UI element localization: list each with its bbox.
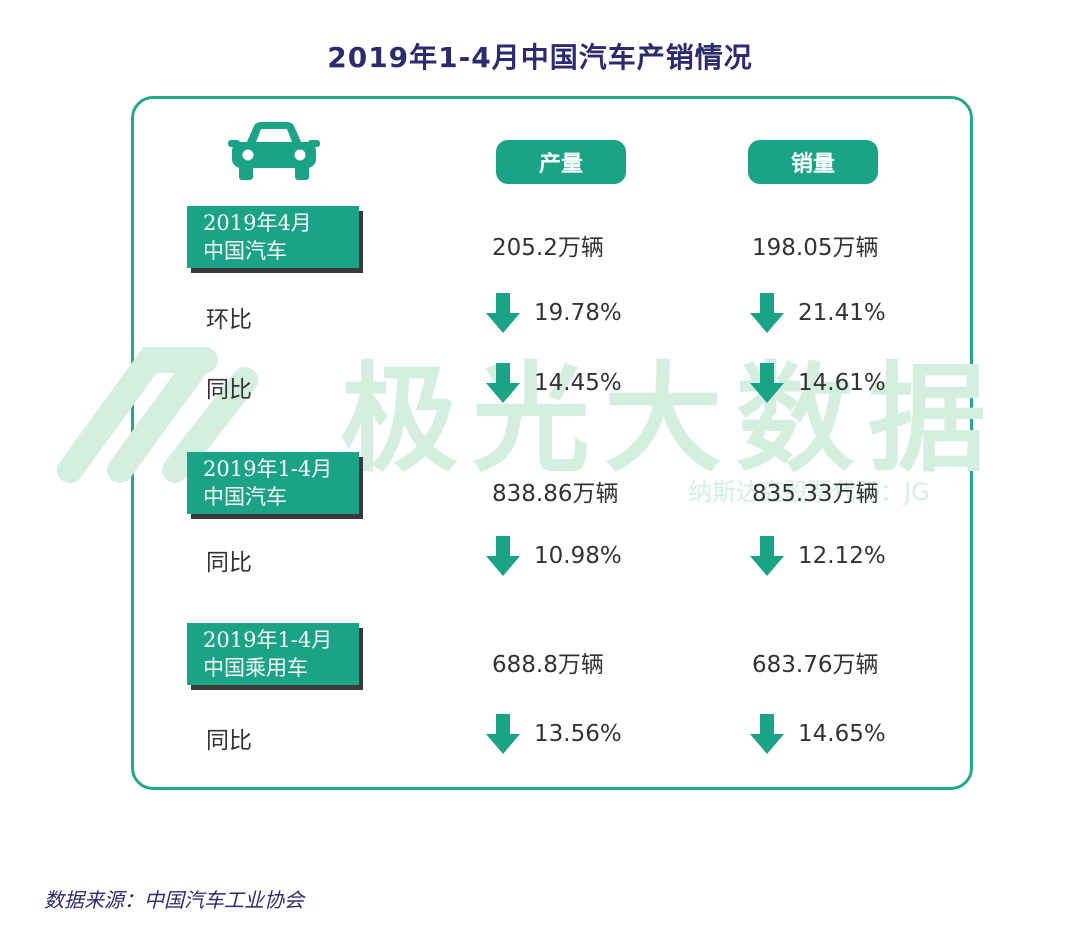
down-arrow-icon (750, 293, 784, 333)
production-change: 13.56% (486, 714, 622, 754)
down-arrow-icon (486, 363, 520, 403)
group-label-2019-jan-apr-passenger: 2019年1-4月 中国乘用车 (187, 623, 359, 685)
sales-value: 683.76万辆 (752, 652, 879, 678)
down-arrow-icon (486, 536, 520, 576)
production-change: 10.98% (486, 536, 622, 576)
column-header-sales: 销量 (748, 140, 878, 184)
row-label-yoy: 同比 (206, 550, 252, 576)
table-card (131, 96, 973, 790)
down-arrow-icon (750, 536, 784, 576)
down-arrow-icon (486, 293, 520, 333)
chart-title: 2019年1-4月中国汽车产销情况 (327, 41, 753, 74)
down-arrow-icon (750, 714, 784, 754)
row-label-mom: 环比 (206, 307, 252, 333)
group-label-2019-apr: 2019年4月 中国汽车 (187, 206, 359, 268)
row-label-yoy: 同比 (206, 377, 252, 403)
sales-change: 14.61% (750, 363, 886, 403)
production-value: 688.8万辆 (492, 652, 604, 678)
sales-change: 14.65% (750, 714, 886, 754)
row-label-yoy: 同比 (206, 728, 252, 754)
production-change: 19.78% (486, 293, 622, 333)
sales-value: 198.05万辆 (752, 235, 879, 261)
car-icon (228, 122, 320, 180)
data-source: 数据来源：中国汽车工业协会 (44, 888, 304, 912)
down-arrow-icon (750, 363, 784, 403)
production-value: 205.2万辆 (492, 235, 604, 261)
sales-change: 21.41% (750, 293, 886, 333)
column-header-production: 产量 (496, 140, 626, 184)
group-label-2019-jan-apr-auto: 2019年1-4月 中国汽车 (187, 452, 359, 514)
production-change: 14.45% (486, 363, 622, 403)
down-arrow-icon (486, 714, 520, 754)
sales-value: 835.33万辆 (752, 481, 879, 507)
sales-change: 12.12% (750, 536, 886, 576)
production-value: 838.86万辆 (492, 481, 619, 507)
